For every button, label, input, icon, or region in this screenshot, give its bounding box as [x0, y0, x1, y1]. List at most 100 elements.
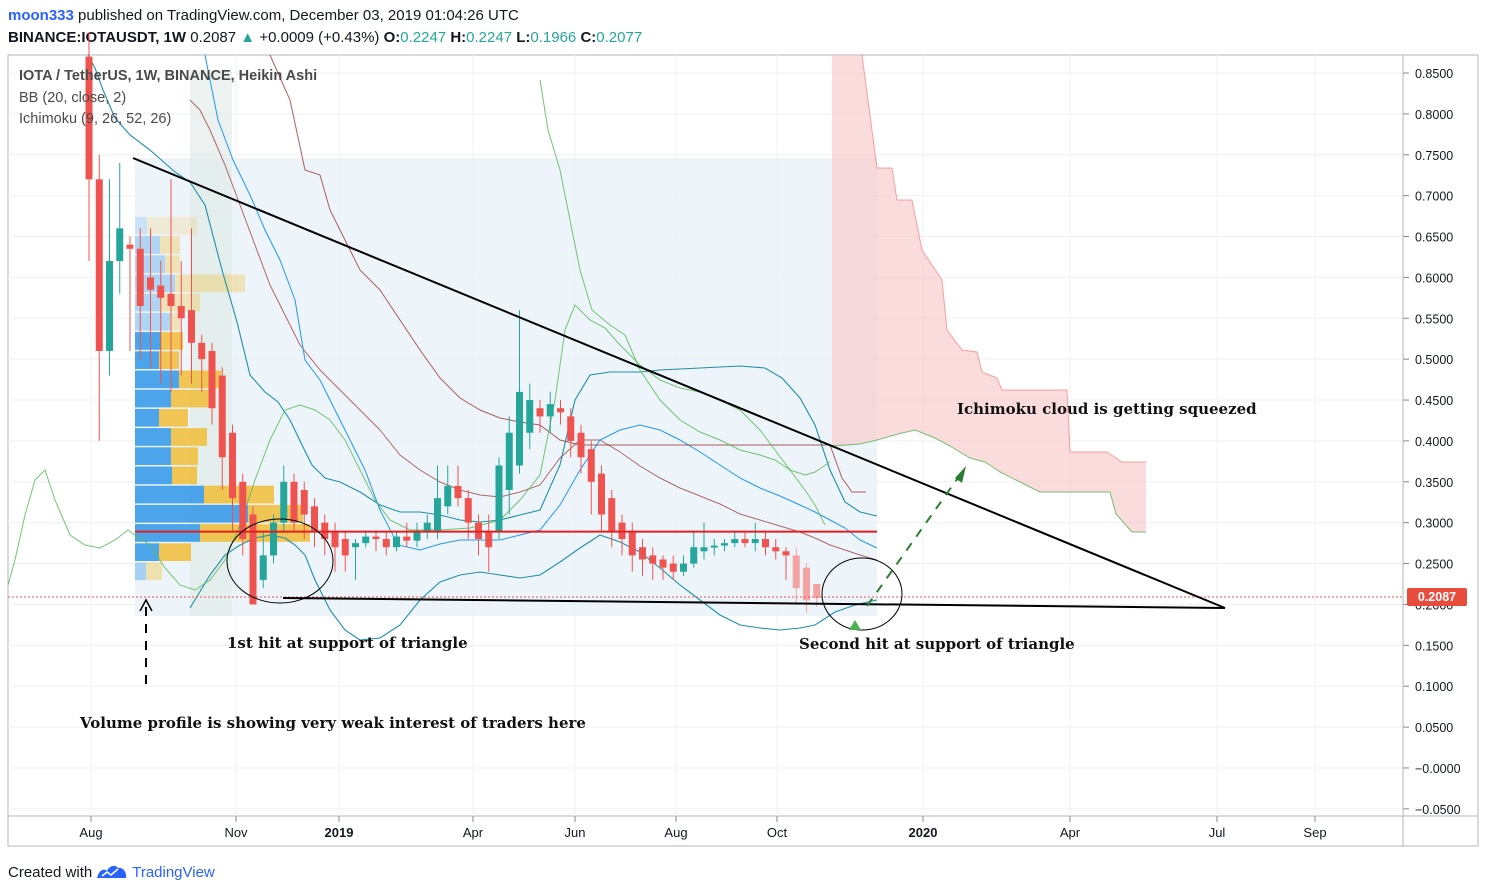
candle-down[interactable]: [95, 179, 103, 351]
senkou-span-a: [831, 429, 1146, 533]
candle-up[interactable]: [516, 391, 523, 466]
candle-down[interactable]: [485, 530, 493, 548]
candle-up[interactable]: [710, 545, 718, 548]
candle-down[interactable]: [341, 539, 349, 556]
candle-down[interactable]: [536, 408, 544, 417]
candle-down[interactable]: [208, 350, 216, 409]
candle-up[interactable]: [270, 522, 277, 556]
candle-up[interactable]: [423, 522, 431, 531]
candle-down[interactable]: [239, 481, 247, 540]
volume-bar-up: [135, 408, 159, 427]
candle-up[interactable]: [444, 485, 452, 507]
candle-up[interactable]: [751, 539, 759, 544]
candle-down[interactable]: [188, 310, 195, 343]
candle-down[interactable]: [598, 473, 605, 515]
candle-down[interactable]: [803, 567, 810, 601]
candle-down[interactable]: [639, 547, 646, 560]
candle-up[interactable]: [721, 543, 728, 546]
price-axis[interactable]: 0.8500 0.8000 0.7500 0.7000 0.6500 0.6000 0.55…: [1403, 67, 1461, 817]
volume-bar-down: [175, 274, 245, 293]
candle-down[interactable]: [567, 416, 575, 441]
annotation-volume-profile: Volume profile is showing very weak inte…: [80, 714, 586, 732]
candle-down[interactable]: [249, 514, 257, 605]
tradingview-logo-icon[interactable]: [96, 863, 128, 881]
candle-up[interactable]: [106, 261, 113, 351]
candle-down[interactable]: [229, 432, 236, 499]
candle-down[interactable]: [136, 248, 144, 307]
candle-down[interactable]: [290, 481, 298, 523]
triangle-resistance-line[interactable]: [132, 157, 1226, 609]
legend-symbol[interactable]: IOTA / TetherUS, 1W, BINANCE, Heikin Ash…: [19, 68, 318, 84]
candle-down[interactable]: [177, 306, 185, 319]
open-label: O:: [383, 29, 401, 46]
candle-down[interactable]: [782, 551, 790, 556]
time-axis[interactable]: Aug Nov 2019 Apr Jun Aug Oct 2020 Apr Jul Sep: [79, 816, 1327, 840]
candle-down[interactable]: [454, 485, 462, 499]
candle-down[interactable]: [382, 539, 390, 548]
y-tick-label: 0.4500: [1415, 394, 1453, 408]
candle-up[interactable]: [680, 563, 687, 572]
publish-info: moon333 published on TradingView.com, De…: [8, 7, 519, 24]
candle-down[interactable]: [792, 555, 800, 589]
candle-up[interactable]: [546, 404, 554, 417]
candle-down[interactable]: [198, 342, 206, 360]
y-tick-label: 0.0500: [1415, 721, 1453, 735]
triangle-support-line[interactable]: [282, 597, 1226, 609]
candle-down[interactable]: [147, 277, 154, 290]
candle-down[interactable]: [628, 530, 636, 556]
candle-up[interactable]: [495, 465, 503, 531]
candle-down[interactable]: [167, 293, 175, 307]
candle-down[interactable]: [772, 547, 780, 552]
candle-up[interactable]: [116, 228, 124, 262]
candle-down[interactable]: [557, 408, 564, 413]
first-hit-circle[interactable]: [226, 518, 334, 604]
candle-down[interactable]: [813, 584, 821, 598]
candle-down[interactable]: [762, 539, 769, 548]
candle-down[interactable]: [659, 559, 667, 568]
candle-down[interactable]: [577, 432, 585, 458]
candle-down[interactable]: [300, 489, 308, 515]
volume-bar-up: [135, 562, 146, 581]
candle-down[interactable]: [311, 506, 318, 531]
candle-down[interactable]: [669, 563, 677, 572]
x-tick-label: Oct: [767, 825, 788, 840]
candle-up[interactable]: [352, 543, 359, 548]
candle-down[interactable]: [157, 285, 165, 298]
candle-up[interactable]: [731, 539, 739, 544]
candle-up[interactable]: [393, 536, 400, 548]
candle-up[interactable]: [259, 555, 267, 580]
candle-up[interactable]: [505, 432, 513, 490]
current-price-label: 0.2087: [1407, 588, 1467, 606]
candle-down[interactable]: [372, 536, 380, 540]
volume-bar-up: [135, 466, 172, 485]
second-hit-circle[interactable]: [821, 557, 903, 631]
candle-up[interactable]: [526, 400, 534, 433]
candle-down[interactable]: [587, 449, 595, 482]
symbol-name[interactable]: BINANCE:IOTAUSDT, 1W: [8, 29, 187, 46]
candle-up[interactable]: [690, 547, 698, 564]
candle-down[interactable]: [403, 536, 411, 541]
change-arrow-icon: ▲: [240, 29, 256, 46]
author-name[interactable]: moon333: [8, 7, 74, 24]
candle-up[interactable]: [413, 530, 421, 541]
legend-bb[interactable]: BB (20, close, 2): [19, 90, 127, 106]
candle-down[interactable]: [608, 498, 616, 531]
candle-up[interactable]: [280, 481, 288, 523]
candle-down[interactable]: [218, 375, 226, 458]
candle-down[interactable]: [126, 244, 134, 249]
candle-down[interactable]: [741, 539, 749, 544]
volume-bar-up: [135, 332, 161, 350]
y-tick-label: 0.8500: [1415, 67, 1453, 81]
high-value: 0.2247: [466, 29, 513, 46]
candle-up[interactable]: [434, 498, 441, 531]
candle-up[interactable]: [700, 547, 708, 552]
candle-down[interactable]: [331, 530, 339, 548]
candle-down[interactable]: [464, 498, 472, 523]
tradingview-brand[interactable]: TradingView: [132, 863, 215, 881]
volume-bar-down: [159, 543, 191, 561]
candle-down[interactable]: [649, 555, 657, 564]
candle-up[interactable]: [362, 536, 370, 544]
candle-down[interactable]: [85, 56, 93, 180]
legend-ichimoku[interactable]: Ichimoku (9, 26, 52, 26): [19, 111, 172, 127]
